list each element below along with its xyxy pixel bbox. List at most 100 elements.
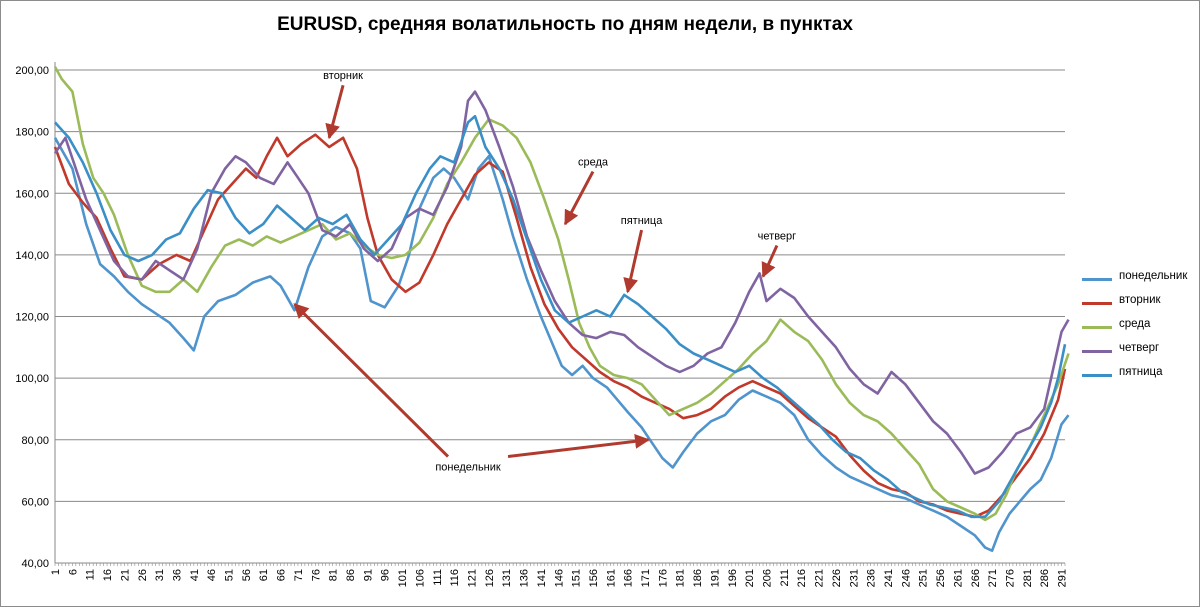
x-tick-label: 26 [137, 569, 149, 581]
x-tick-label: 276 [1004, 569, 1016, 587]
x-tick-label: 16 [102, 569, 114, 581]
chart-title: EURUSD, средняя волатильность по дням не… [277, 14, 853, 35]
y-tick-labels: 40,00 60,00 80,00 100,00 120,00 140,00 160,00 1… [15, 65, 49, 570]
x-tick-label: 81 [328, 569, 340, 581]
annotation-label: пятница [621, 215, 663, 227]
x-tick-label: 181 [675, 569, 687, 587]
y-tick-label: 120,00 [15, 312, 49, 324]
y-tick-label: 100,00 [15, 373, 49, 385]
x-tick-label: 186 [692, 569, 704, 587]
axes [54, 62, 1066, 566]
x-tick-label: 1 [50, 569, 62, 575]
x-tick-label: 141 [536, 569, 548, 587]
legend-label: пятница [1119, 366, 1163, 378]
y-tick-label: 180,00 [15, 127, 49, 139]
annotation-arrow [563, 170, 595, 226]
annotation-arrow [293, 303, 450, 458]
x-tick-labels: 1 6 11 16 21 26 31 36 41 46 51 56 61 66 71 76 81 86 91 96 10… [50, 569, 1069, 587]
x-tick-label: 166 [623, 569, 635, 587]
legend-swatch [1082, 302, 1112, 305]
x-tick-label: 36 [171, 569, 183, 581]
x-tick-label: 96 [380, 569, 392, 581]
x-tick-label: 56 [241, 569, 253, 581]
x-tick-label: 66 [276, 569, 288, 581]
x-tick-label: 116 [449, 569, 461, 587]
x-tick-label: 6 [67, 569, 79, 575]
annotation-arrow [507, 433, 650, 459]
x-tick-label: 266 [970, 569, 982, 587]
series-line-понедельник [53, 137, 1070, 552]
x-tick-label: 41 [189, 569, 201, 581]
x-tick-label: 281 [1022, 569, 1034, 587]
x-tick-label: 261 [952, 569, 964, 587]
x-tick-label: 21 [119, 569, 131, 581]
x-tick-label: 221 [814, 569, 826, 587]
series-line-среда [53, 66, 1070, 522]
legend-swatch [1082, 326, 1112, 329]
x-tick-label: 61 [258, 569, 270, 581]
legend-label: среда [1119, 318, 1151, 330]
x-tick-label: 256 [935, 569, 947, 587]
y-tick-label: 80,00 [21, 435, 49, 447]
y-tick-label: 200,00 [15, 65, 49, 77]
legend-swatch [1082, 350, 1112, 353]
x-tick-label: 241 [883, 569, 895, 587]
x-tick-label: 136 [519, 569, 531, 587]
series-line-четверг [53, 90, 1070, 475]
legend-label: вторник [1119, 294, 1161, 306]
x-tick-label: 11 [85, 569, 97, 580]
annotations: вторник среда пятница четверг понедельник [293, 70, 797, 474]
x-tick-label: 156 [588, 569, 600, 587]
annotation-arrow [623, 229, 644, 294]
x-tick-label: 146 [553, 569, 565, 587]
x-tick-label: 196 [727, 569, 739, 587]
x-tick-label: 121 [466, 569, 478, 587]
x-tick-label: 236 [866, 569, 878, 587]
legend-label: четверг [1119, 342, 1160, 354]
series-lines [53, 66, 1070, 552]
x-tick-label: 271 [987, 569, 999, 587]
legend-swatch [1082, 278, 1112, 281]
x-tick-label: 216 [796, 569, 808, 587]
x-tick-label: 191 [709, 569, 721, 587]
x-tick-label: 76 [310, 569, 322, 581]
y-tick-label: 40,00 [21, 558, 49, 570]
x-tick-label: 131 [501, 569, 513, 587]
y-tick-label: 140,00 [15, 250, 49, 262]
y-tick-label: 60,00 [21, 496, 49, 508]
x-tick-label: 71 [293, 569, 305, 581]
x-tick-label: 151 [571, 569, 583, 587]
x-tick-label: 251 [918, 569, 930, 587]
x-tick-label: 161 [605, 569, 617, 587]
x-tick-label: 91 [362, 569, 374, 581]
x-tick-label: 111 [432, 569, 444, 586]
legend-label: понедельник [1119, 270, 1188, 282]
x-tick-label: 126 [484, 569, 496, 587]
x-tick-label: 176 [657, 569, 669, 587]
x-tick-label: 101 [397, 569, 409, 587]
annotation-arrow [325, 84, 345, 140]
x-tick-label: 206 [762, 569, 774, 587]
x-tick-label: 226 [831, 569, 843, 587]
series-line-пятница [54, 114, 1067, 519]
x-tick-label: 211 [779, 569, 791, 587]
annotation-label: среда [578, 157, 609, 169]
x-tick-label: 201 [744, 569, 756, 587]
x-tick-label: 106 [414, 569, 426, 587]
annotation-label: понедельник [435, 462, 501, 474]
y-tick-label: 160,00 [15, 188, 49, 200]
annotation-label: вторник [323, 70, 363, 82]
x-tick-label: 86 [345, 569, 357, 581]
x-tick-label: 291 [1057, 569, 1069, 587]
x-tick-label: 246 [900, 569, 912, 587]
annotation-label: четверг [758, 230, 797, 242]
x-tick-label: 286 [1039, 569, 1051, 587]
annotation-arrow [761, 244, 779, 278]
legend-swatch [1082, 374, 1112, 377]
x-tick-label: 46 [206, 569, 218, 581]
x-tick-label: 31 [154, 569, 166, 581]
x-tick-label: 231 [848, 569, 860, 587]
x-tick-label: 171 [640, 569, 652, 587]
x-tick-label: 51 [224, 569, 236, 581]
